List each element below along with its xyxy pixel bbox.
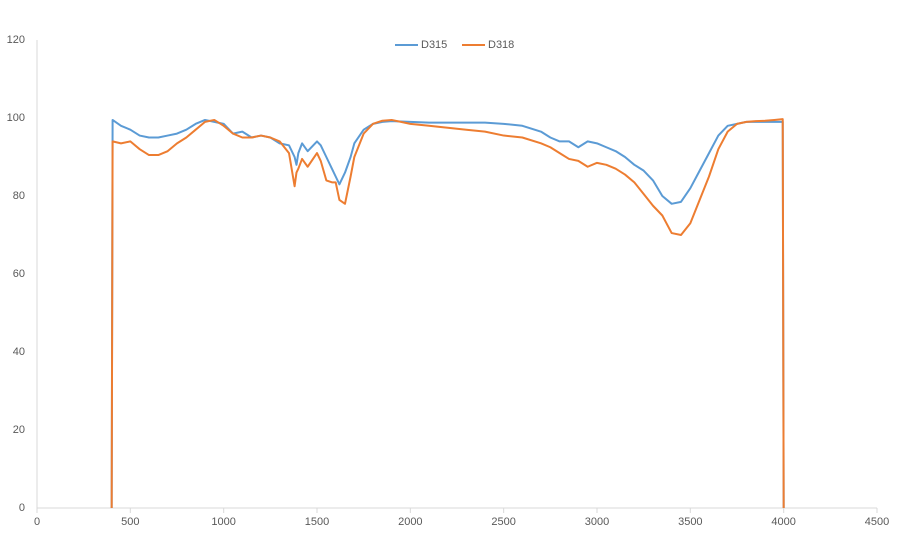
x-tick-label: 0 [34,516,40,528]
x-tick-label: 4000 [771,516,795,528]
y-tick-label: 80 [13,190,25,202]
x-tick-label: 2500 [491,516,515,528]
y-tick-label: 60 [13,268,25,280]
x-tick-label: 2000 [398,516,422,528]
x-tick-label: 3500 [678,516,702,528]
x-tick-label: 3000 [585,516,609,528]
y-tick-label: 20 [13,424,25,436]
legend-label: D318 [488,39,514,51]
series-line [110,118,785,509]
legend-label: D315 [421,39,447,51]
x-tick-label: 1000 [211,516,235,528]
x-tick-label: 500 [121,516,139,528]
x-tick-label: 4500 [865,516,889,528]
y-tick-label: 120 [7,34,25,46]
x-tick-label: 1500 [305,516,329,528]
series-line [110,118,785,509]
y-tick-label: 100 [7,112,25,124]
y-tick-label: 0 [19,502,25,514]
y-tick-label: 40 [13,346,25,358]
